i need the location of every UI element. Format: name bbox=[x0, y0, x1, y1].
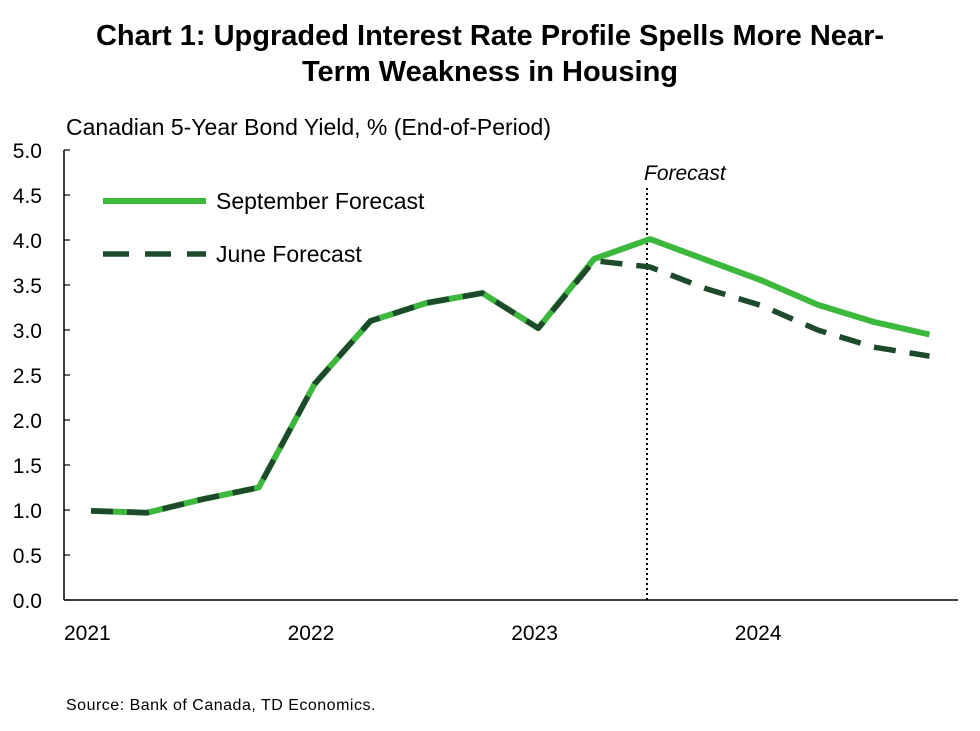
y-tick-label: 2.5 bbox=[13, 365, 42, 388]
y-tick-label: 3.5 bbox=[13, 275, 42, 298]
y-tick-label: 5.0 bbox=[13, 140, 42, 163]
chart-title: Chart 1: Upgraded Interest Rate Profile … bbox=[0, 18, 980, 90]
x-tick-label: 2024 bbox=[735, 622, 782, 645]
legend-label: September Forecast bbox=[216, 188, 425, 214]
y-tick-label: 1.0 bbox=[13, 500, 42, 523]
y-tick-label: 3.0 bbox=[13, 320, 42, 343]
y-tick-label: 0.0 bbox=[13, 590, 42, 613]
x-tick-label: 2023 bbox=[511, 622, 558, 645]
x-tick-label: 2021 bbox=[64, 622, 111, 645]
y-tick-label: 2.0 bbox=[13, 410, 42, 433]
y-tick-label: 4.5 bbox=[13, 185, 42, 208]
chart-subtitle: Canadian 5-Year Bond Yield, % (End-of-Pe… bbox=[66, 114, 551, 140]
y-tick-label: 4.0 bbox=[13, 230, 42, 253]
source-note: Source: Bank of Canada, TD Economics. bbox=[66, 697, 376, 714]
series-line-june bbox=[90, 257, 930, 516]
x-tick-label: 2022 bbox=[288, 622, 335, 645]
y-tick-label: 0.5 bbox=[13, 545, 42, 568]
y-tick-label: 1.5 bbox=[13, 455, 42, 478]
line-chart: Canadian 5-Year Bond Yield, % (End-of-Pe… bbox=[13, 114, 958, 645]
forecast-label: Forecast bbox=[644, 162, 727, 185]
chart-title-line-1: Chart 1: Upgraded Interest Rate Profile … bbox=[95, 20, 885, 52]
series-line-september bbox=[90, 236, 931, 516]
chart-title-line-2: Term Weakness in Housing bbox=[301, 56, 679, 88]
legend-label: June Forecast bbox=[216, 241, 362, 267]
